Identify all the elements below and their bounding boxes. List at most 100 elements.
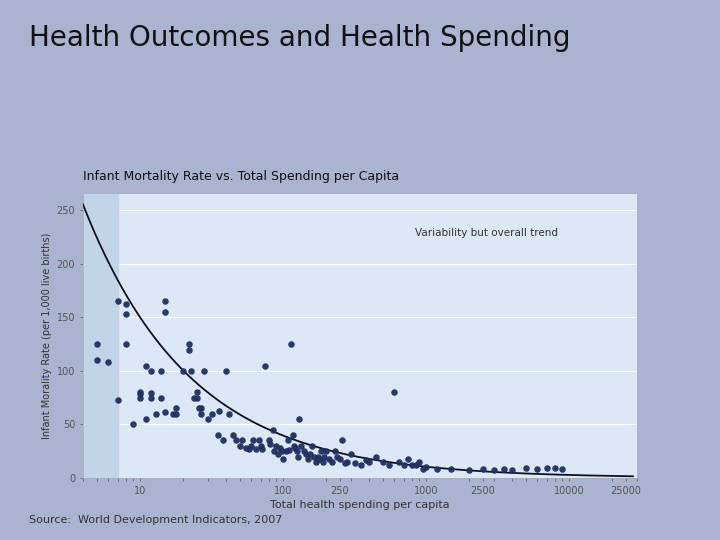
- Point: [198, 367, 210, 375]
- Point: [312, 452, 323, 461]
- Point: [310, 457, 322, 466]
- Point: [355, 461, 366, 469]
- Point: [171, 409, 182, 418]
- Point: [283, 446, 294, 454]
- Point: [91, 340, 102, 348]
- Point: [334, 454, 346, 463]
- Point: [120, 310, 132, 319]
- Point: [194, 404, 205, 413]
- Point: [289, 442, 300, 450]
- Point: [377, 457, 389, 466]
- Point: [140, 415, 151, 423]
- Point: [212, 431, 223, 440]
- Point: [251, 445, 262, 454]
- Point: [371, 452, 382, 461]
- Y-axis label: Infant Morality Rate (per 1,000 live births): Infant Morality Rate (per 1,000 live bir…: [42, 233, 53, 440]
- Point: [186, 367, 197, 375]
- Point: [196, 404, 207, 413]
- Point: [363, 457, 374, 466]
- Point: [265, 440, 276, 448]
- Point: [236, 436, 248, 445]
- Point: [341, 457, 353, 466]
- Point: [127, 420, 139, 429]
- Point: [318, 452, 330, 461]
- Point: [134, 390, 145, 399]
- Point: [91, 356, 102, 364]
- Point: [277, 454, 289, 463]
- Point: [541, 464, 552, 472]
- Point: [214, 406, 225, 415]
- Point: [228, 431, 239, 440]
- Point: [292, 452, 304, 461]
- Point: [398, 461, 410, 469]
- Point: [234, 442, 246, 450]
- Point: [296, 442, 307, 450]
- Point: [417, 465, 428, 474]
- Point: [140, 361, 151, 370]
- Point: [336, 436, 348, 445]
- Point: [393, 457, 405, 466]
- Point: [320, 447, 332, 455]
- Text: Variability but overall trend: Variability but overall trend: [415, 228, 559, 239]
- Point: [267, 426, 279, 434]
- Point: [308, 452, 320, 461]
- Point: [269, 447, 280, 455]
- Point: [159, 308, 171, 316]
- Text: Source:  World Development Indicators, 2007: Source: World Development Indicators, 20…: [29, 515, 282, 525]
- Point: [349, 458, 361, 467]
- Point: [314, 454, 325, 463]
- Point: [217, 436, 228, 445]
- Point: [317, 457, 328, 466]
- Point: [145, 367, 157, 375]
- Point: [360, 455, 372, 464]
- Point: [155, 367, 166, 375]
- Point: [300, 450, 312, 458]
- Point: [293, 415, 305, 423]
- Point: [488, 466, 500, 475]
- Bar: [83, 194, 117, 478]
- Point: [112, 395, 123, 404]
- Point: [196, 409, 207, 418]
- Point: [531, 465, 543, 474]
- Point: [506, 466, 518, 475]
- Point: [159, 297, 171, 306]
- Point: [183, 345, 194, 354]
- Point: [305, 450, 316, 458]
- Point: [338, 458, 350, 467]
- Point: [410, 461, 421, 469]
- Point: [167, 409, 179, 418]
- Point: [256, 445, 268, 454]
- Point: [289, 444, 301, 453]
- Point: [477, 465, 489, 474]
- Point: [287, 431, 299, 440]
- Point: [331, 452, 343, 461]
- Point: [259, 361, 271, 370]
- Point: [206, 409, 217, 418]
- Point: [240, 444, 251, 453]
- Point: [264, 436, 275, 445]
- Point: [220, 367, 232, 375]
- Point: [557, 465, 568, 474]
- Point: [271, 442, 282, 450]
- Point: [463, 466, 474, 475]
- Point: [120, 299, 132, 308]
- Point: [549, 464, 561, 472]
- Point: [191, 393, 202, 402]
- Point: [346, 450, 357, 458]
- Point: [155, 393, 166, 402]
- Point: [282, 436, 293, 445]
- Point: [145, 393, 157, 402]
- Point: [255, 442, 266, 450]
- X-axis label: Total health spending per capita: Total health spending per capita: [270, 500, 450, 510]
- Text: Health Outcomes and Health Spending: Health Outcomes and Health Spending: [29, 24, 570, 52]
- Point: [402, 454, 414, 463]
- Point: [388, 388, 400, 397]
- Point: [326, 457, 338, 466]
- Point: [248, 436, 259, 445]
- Point: [145, 389, 157, 397]
- Point: [520, 464, 531, 472]
- Point: [183, 340, 194, 348]
- Point: [315, 447, 327, 455]
- Point: [420, 463, 431, 471]
- Point: [243, 445, 255, 454]
